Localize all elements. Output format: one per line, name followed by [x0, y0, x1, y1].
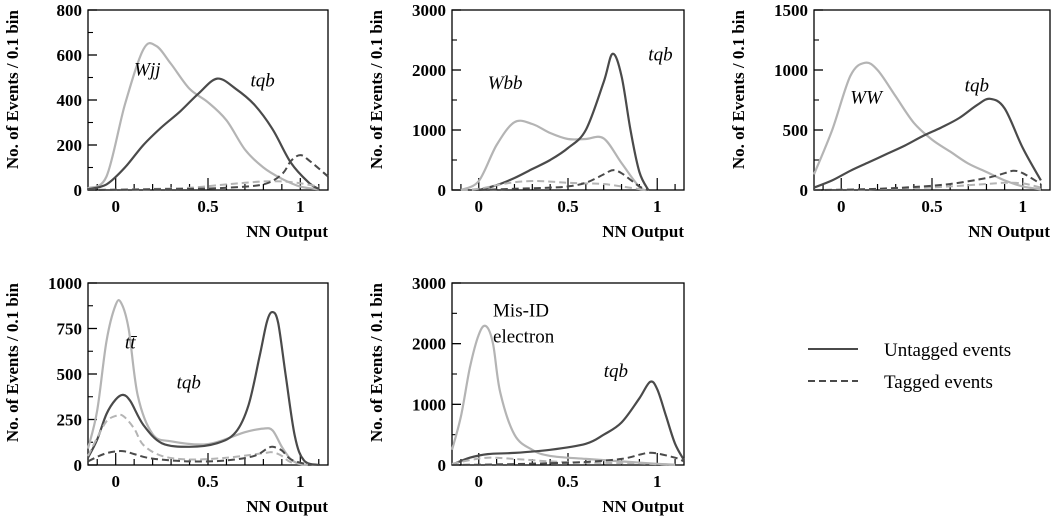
- chart-panel-1: 0 200 400 600 800 0 0.5 1 NN Output No. of Events…: [3, 1, 329, 241]
- y-tick-label: 750: [57, 320, 83, 339]
- x-axis-title: NN Output: [602, 222, 684, 241]
- y-tick-label: 0: [800, 181, 809, 200]
- annotation-label: tqb: [648, 44, 672, 65]
- y-tick-label: 250: [57, 411, 83, 430]
- y-tick-label: 600: [57, 46, 83, 65]
- x-tick-label: 0: [475, 472, 484, 491]
- x-tick-label: 0: [111, 472, 120, 491]
- x-tick-label: 1: [653, 472, 662, 491]
- y-tick-label: 3000: [412, 1, 446, 20]
- annotation-label: tqb: [965, 76, 989, 97]
- series-untagged-signal-line: [87, 310, 320, 467]
- annotation-label: Wbb: [488, 73, 523, 94]
- y-tick-label: 1500: [774, 1, 808, 20]
- x-tick-label: 1: [296, 197, 305, 216]
- y-tick-label: 400: [57, 91, 83, 110]
- series-untagged-background-line: [87, 42, 319, 191]
- series-tagged-signal-line: [813, 169, 1042, 191]
- legend-tagged-label: Tagged events: [884, 372, 993, 393]
- x-tick-label: 0.5: [197, 472, 218, 491]
- y-tick-label: 0: [74, 181, 83, 200]
- y-tick-label: 200: [57, 136, 83, 155]
- y-axis-title: No. of Events / 0.1 bin: [367, 9, 386, 169]
- y-tick-label: 500: [57, 365, 83, 384]
- x-axis-title: NN Output: [246, 222, 328, 241]
- x-axis-title: NN Output: [602, 497, 684, 516]
- x-tick-label: 0.5: [557, 197, 578, 216]
- series-untagged-background-line: [460, 119, 649, 192]
- y-tick-label: 1000: [412, 121, 446, 140]
- annotation-label: Mis-ID: [493, 300, 549, 321]
- x-tick-label: 1: [296, 472, 305, 491]
- series-untagged-signal-line: [451, 380, 685, 466]
- x-tick-label: 0: [111, 197, 120, 216]
- x-tick-label: 0: [475, 197, 484, 216]
- series-untagged-signal-line: [813, 97, 1042, 189]
- x-tick-label: 1: [1019, 197, 1028, 216]
- annotation-label: WW: [850, 88, 884, 109]
- x-axis-title: NN Output: [968, 222, 1050, 241]
- series-untagged-signal-line: [87, 77, 320, 191]
- chart-panel-2: 0 1000 2000 3000 0 0.5 1 NN Output No. of Events…: [367, 1, 685, 241]
- y-tick-label: 0: [438, 456, 447, 475]
- x-tick-label: 0: [837, 197, 846, 216]
- annotation-label: tqb: [250, 71, 274, 92]
- series-tagged-background-line: [451, 456, 676, 466]
- y-axis-title: No. of Events / 0.1 bin: [367, 282, 386, 442]
- y-tick-label: 1000: [774, 61, 808, 80]
- annotation-label: tt̄: [125, 333, 137, 354]
- series-tagged-signal-line: [478, 169, 649, 191]
- legend: Untagged events Tagged events: [808, 340, 1011, 393]
- y-tick-label: 2000: [412, 335, 446, 354]
- series-tagged-signal-line: [87, 445, 310, 466]
- x-tick-label: 0.5: [921, 197, 942, 216]
- y-tick-label: 0: [438, 181, 447, 200]
- y-axis-title: No. of Events / 0.1 bin: [3, 282, 22, 442]
- x-tick-label: 1: [653, 197, 662, 216]
- annotation-label: tqb: [177, 373, 201, 394]
- y-axis-title: No. of Events / 0.1 bin: [3, 9, 22, 169]
- x-tick-label: 0.5: [557, 472, 578, 491]
- series-tagged-signal-line: [87, 154, 329, 191]
- series-untagged-background-line: [450, 324, 676, 466]
- chart-panels: 0 200 400 600 800 0 0.5 1 NN Output No. of Events…: [3, 1, 1051, 516]
- annotation-label: electron: [493, 326, 555, 347]
- annotation-label: Wjj: [134, 59, 160, 80]
- x-axis-title: NN Output: [246, 497, 328, 516]
- series-untagged-background-line: [86, 298, 310, 467]
- chart-panel-4: 0 250 500 750 1000 0 0.5 1 NN Output No. of Event…: [3, 274, 329, 516]
- y-tick-label: 0: [74, 456, 83, 475]
- series-tagged-signal-line: [451, 451, 685, 466]
- plot-frame: [451, 282, 685, 466]
- y-axis-title: No. of Events / 0.1 bin: [729, 9, 748, 169]
- y-tick-label: 1000: [48, 274, 82, 293]
- series-tagged-background-line: [460, 179, 649, 191]
- y-tick-label: 1000: [412, 395, 446, 414]
- series-tagged-background-line: [87, 413, 310, 466]
- x-tick-label: 0.5: [197, 197, 218, 216]
- y-tick-label: 2000: [412, 61, 446, 80]
- series-untagged-background-line: [812, 61, 1042, 191]
- y-tick-label: 500: [783, 121, 809, 140]
- plot-frame: [451, 9, 685, 191]
- series-untagged-signal-line: [478, 52, 650, 192]
- y-tick-label: 800: [57, 1, 83, 20]
- annotation-label: tqb: [604, 361, 628, 382]
- chart-panel-3: 0 500 1000 1500 0 0.5 1 NN Output No. of Events …: [729, 1, 1051, 241]
- y-tick-label: 3000: [412, 274, 446, 293]
- legend-untagged-label: Untagged events: [884, 340, 1011, 361]
- chart-panel-5: 0 1000 2000 3000 0 0.5 1 NN Output No. of Events…: [367, 274, 685, 516]
